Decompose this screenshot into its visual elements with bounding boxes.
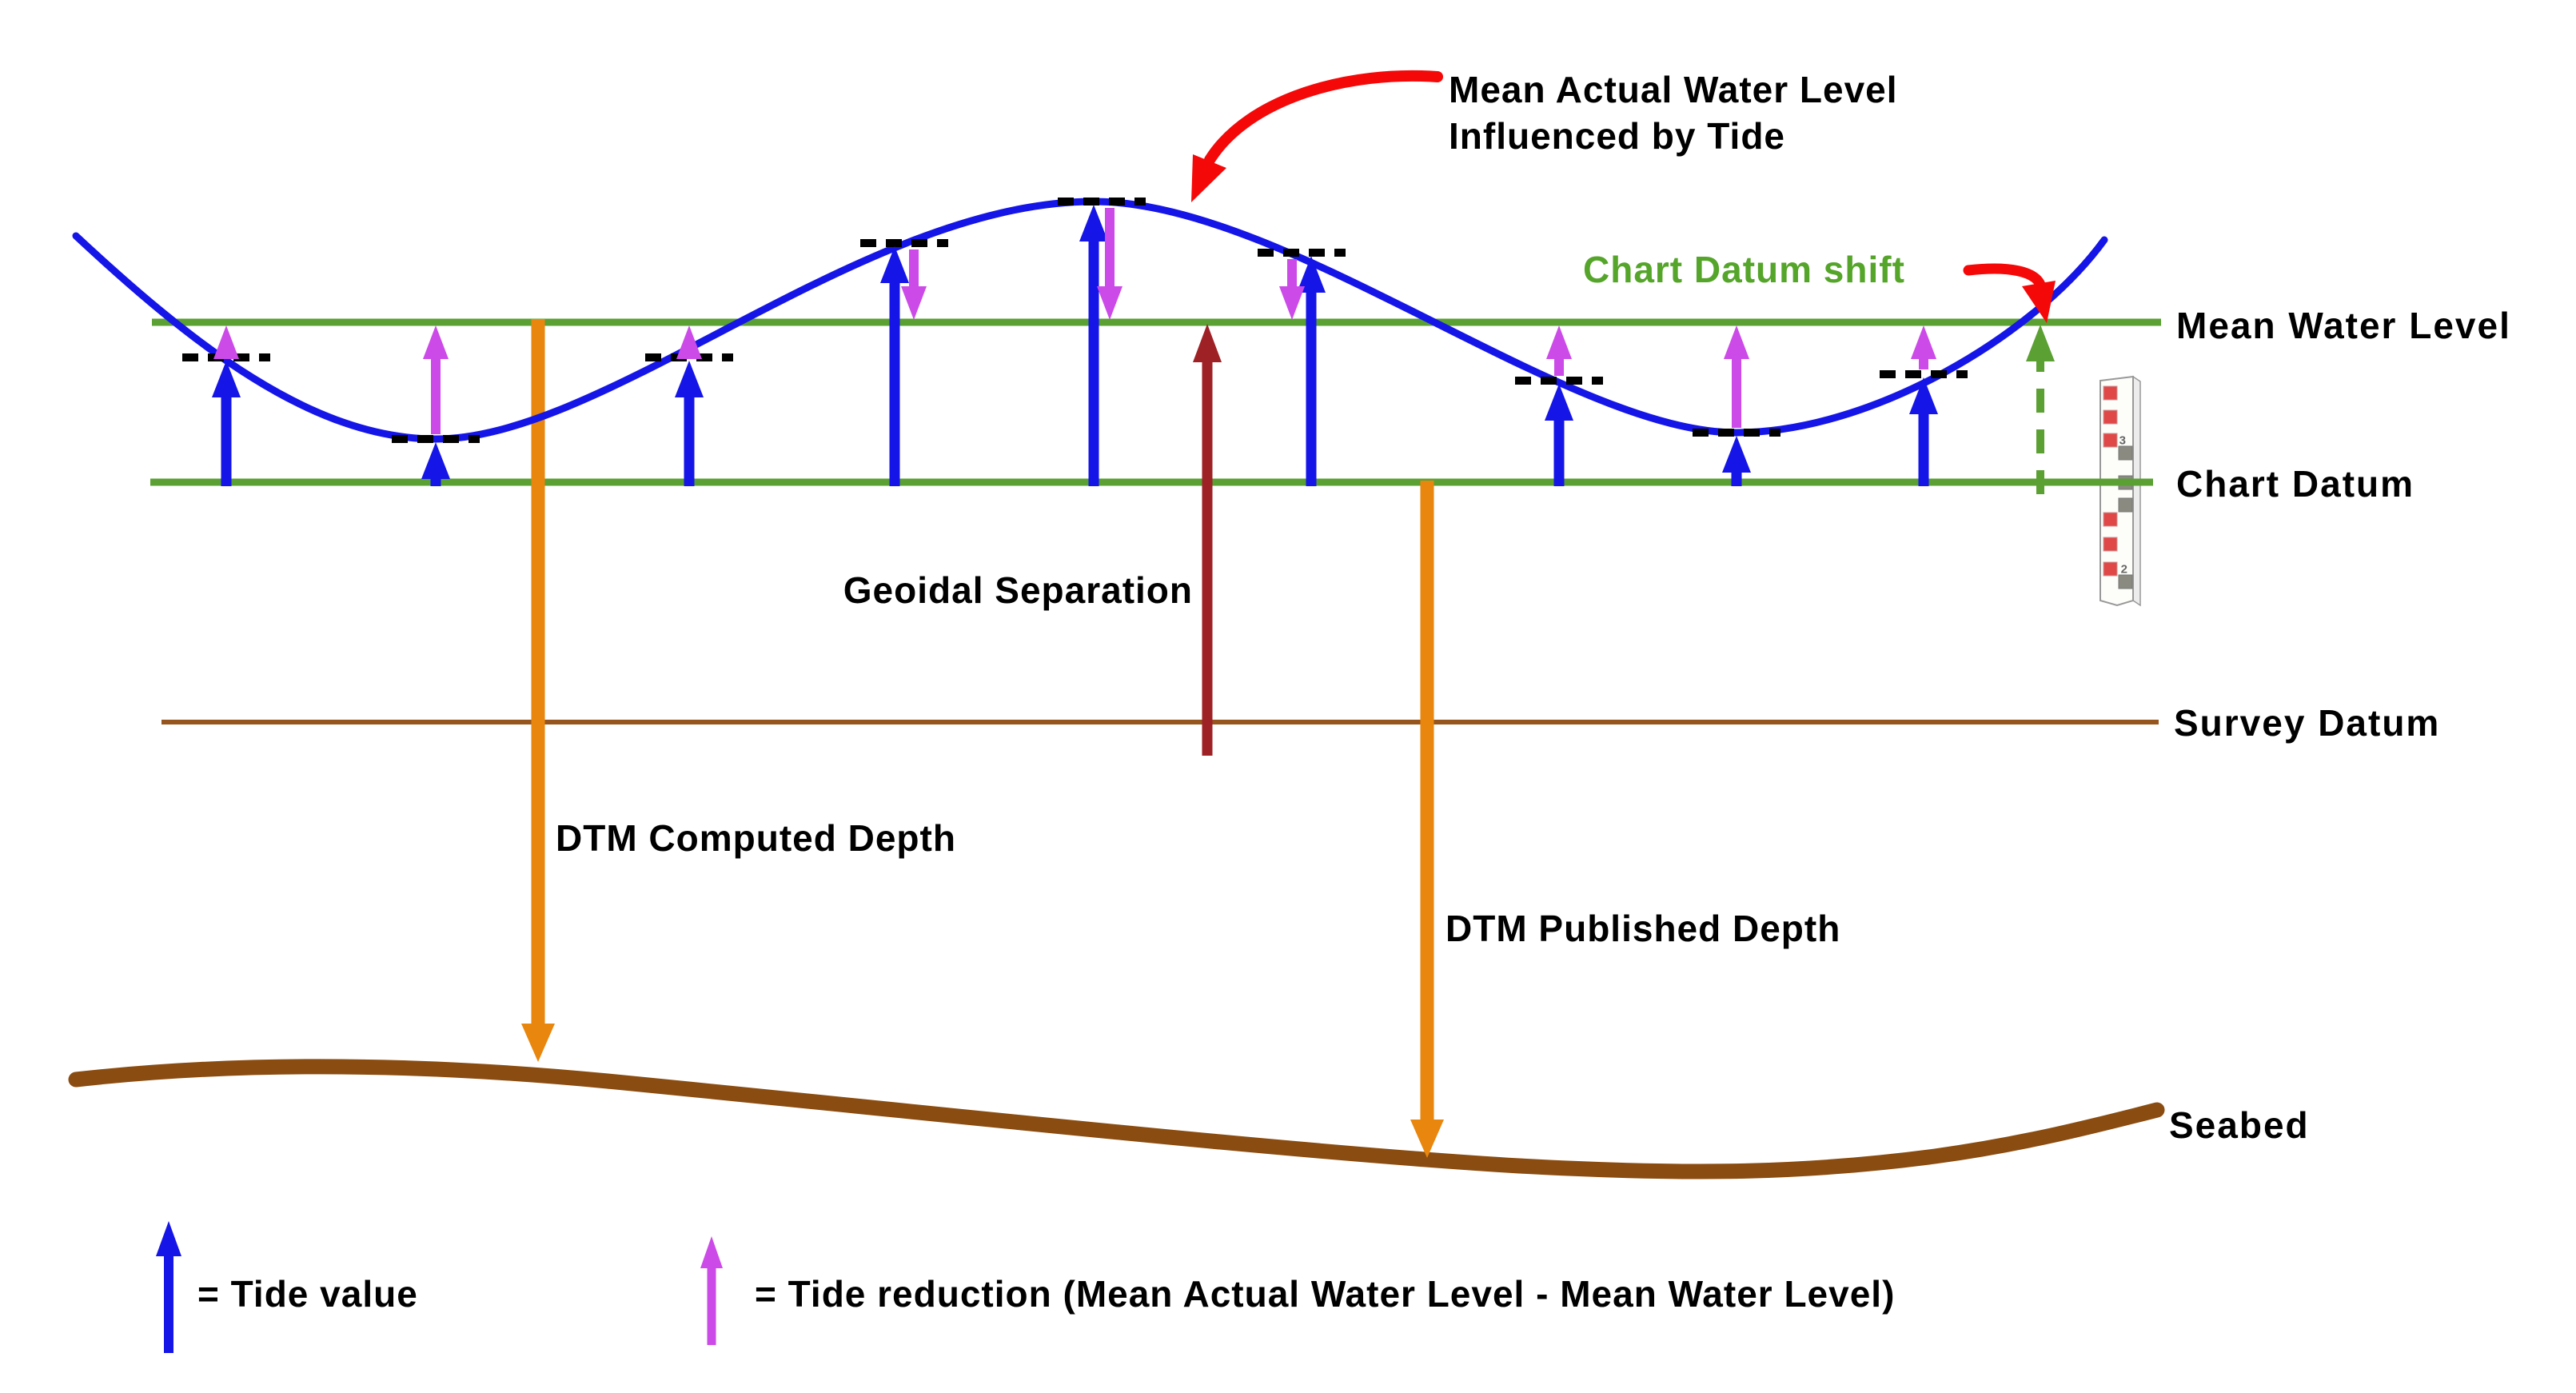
tide-observation (392, 325, 480, 486)
title-line-1: Mean Actual Water Level (1449, 69, 1898, 110)
tide-value-arrow-head (1297, 256, 1326, 293)
tide-value-arrow-head (212, 361, 241, 397)
tide-value-arrow-head (1722, 436, 1751, 473)
dtm-published-depth-arrowhead (1410, 1120, 1444, 1158)
seabed-line (68, 1059, 2165, 1179)
tide-reduction-arrow-head (1724, 325, 1749, 359)
tide-reduction-arrow-head (1911, 325, 1936, 359)
staff-red-mark (2103, 537, 2118, 552)
tide-value-arrow-head (421, 442, 450, 479)
tide-value-arrow-head (880, 246, 909, 283)
tide-reduction-arrow-head (1279, 286, 1305, 320)
chart-datum-shift-label: Chart Datum shift (1583, 249, 1905, 290)
staff-red-mark (2103, 561, 2118, 577)
shift-pointer-curve (1963, 263, 2046, 290)
dtm-computed-depth-label: DTM Computed Depth (556, 817, 956, 859)
legend-tide-reduction-arrow-head (700, 1236, 723, 1268)
legend-tide-value-arrow-head (156, 1221, 181, 1256)
tide-value-arrow-head (1545, 384, 1573, 421)
tide-observation (1258, 249, 1346, 486)
tide-reduction-arrow-head (423, 325, 449, 359)
tide-reduction-arrow-head (1546, 325, 1572, 359)
staff-gray-mark (2118, 574, 2133, 589)
geoidal-separation-arrow (1193, 324, 1222, 756)
tide-reduction-arrow-head (213, 325, 239, 359)
tide-observation (1693, 325, 1780, 486)
tide-observation (1880, 325, 1968, 486)
chart-datum-shift-arrow (2026, 325, 2055, 494)
tide-reduction-arrow-head (901, 286, 927, 320)
staff-red-mark (2103, 433, 2118, 448)
staff-number-3: 3 (2119, 434, 2126, 448)
legend-tide-reduction-label: = Tide reduction (Mean Actual Water Leve… (755, 1273, 1895, 1315)
tide-staff: 3 2 (2099, 375, 2141, 607)
tide-observation (182, 325, 270, 486)
staff-gray-mark (2118, 497, 2133, 513)
chart-datum-label: Chart Datum (2176, 463, 2415, 505)
tide-observation (645, 325, 733, 486)
tide-arrow-pairs (182, 198, 1968, 486)
seabed-label: Seabed (2169, 1104, 2310, 1146)
shift-pointer-arrowhead (2022, 281, 2056, 323)
tide-reduction-arrow-head (676, 325, 702, 359)
tide-staff-side-face (2132, 375, 2141, 607)
tide-observation (1515, 325, 1603, 486)
survey-datum-label: Survey Datum (2174, 702, 2440, 744)
mean-water-level-label: Mean Water Level (2176, 305, 2511, 346)
staff-gray-mark (2118, 445, 2133, 461)
dtm-published-depth-label: DTM Published Depth (1446, 908, 1840, 949)
tide-observation (860, 239, 948, 486)
dtm-computed-depth-arrowhead (521, 1024, 555, 1062)
legend-tide-value-label: = Tide value (197, 1273, 418, 1315)
staff-number-2: 2 (2121, 563, 2127, 577)
tide-value-arrow-head (1079, 205, 1108, 241)
chart-datum-shift-arrowhead (2026, 325, 2055, 361)
title-pointer-arrowhead (1191, 154, 1226, 202)
tide-reduction-arrow-head (1097, 286, 1123, 320)
staff-red-mark (2103, 385, 2118, 401)
title-pointer-curve (1204, 70, 1443, 166)
staff-red-mark (2103, 512, 2118, 527)
chart-datum-shift-pointer (1963, 263, 2056, 323)
geoidal-separation-label: Geoidal Separation (843, 569, 1193, 611)
tide-value-arrow-head (1909, 377, 1938, 414)
title-line-2: Influenced by Tide (1449, 115, 1785, 157)
staff-red-mark (2103, 409, 2118, 425)
geoidal-separation-arrowhead (1193, 324, 1222, 362)
dtm-computed-depth-arrow (521, 319, 555, 1062)
mean-actual-water-level-pointer (1191, 70, 1443, 202)
tide-observation (1058, 198, 1146, 486)
legend-arrows (156, 1221, 723, 1353)
tide-value-arrow-head (675, 361, 704, 397)
dtm-published-depth-arrow (1410, 481, 1444, 1158)
